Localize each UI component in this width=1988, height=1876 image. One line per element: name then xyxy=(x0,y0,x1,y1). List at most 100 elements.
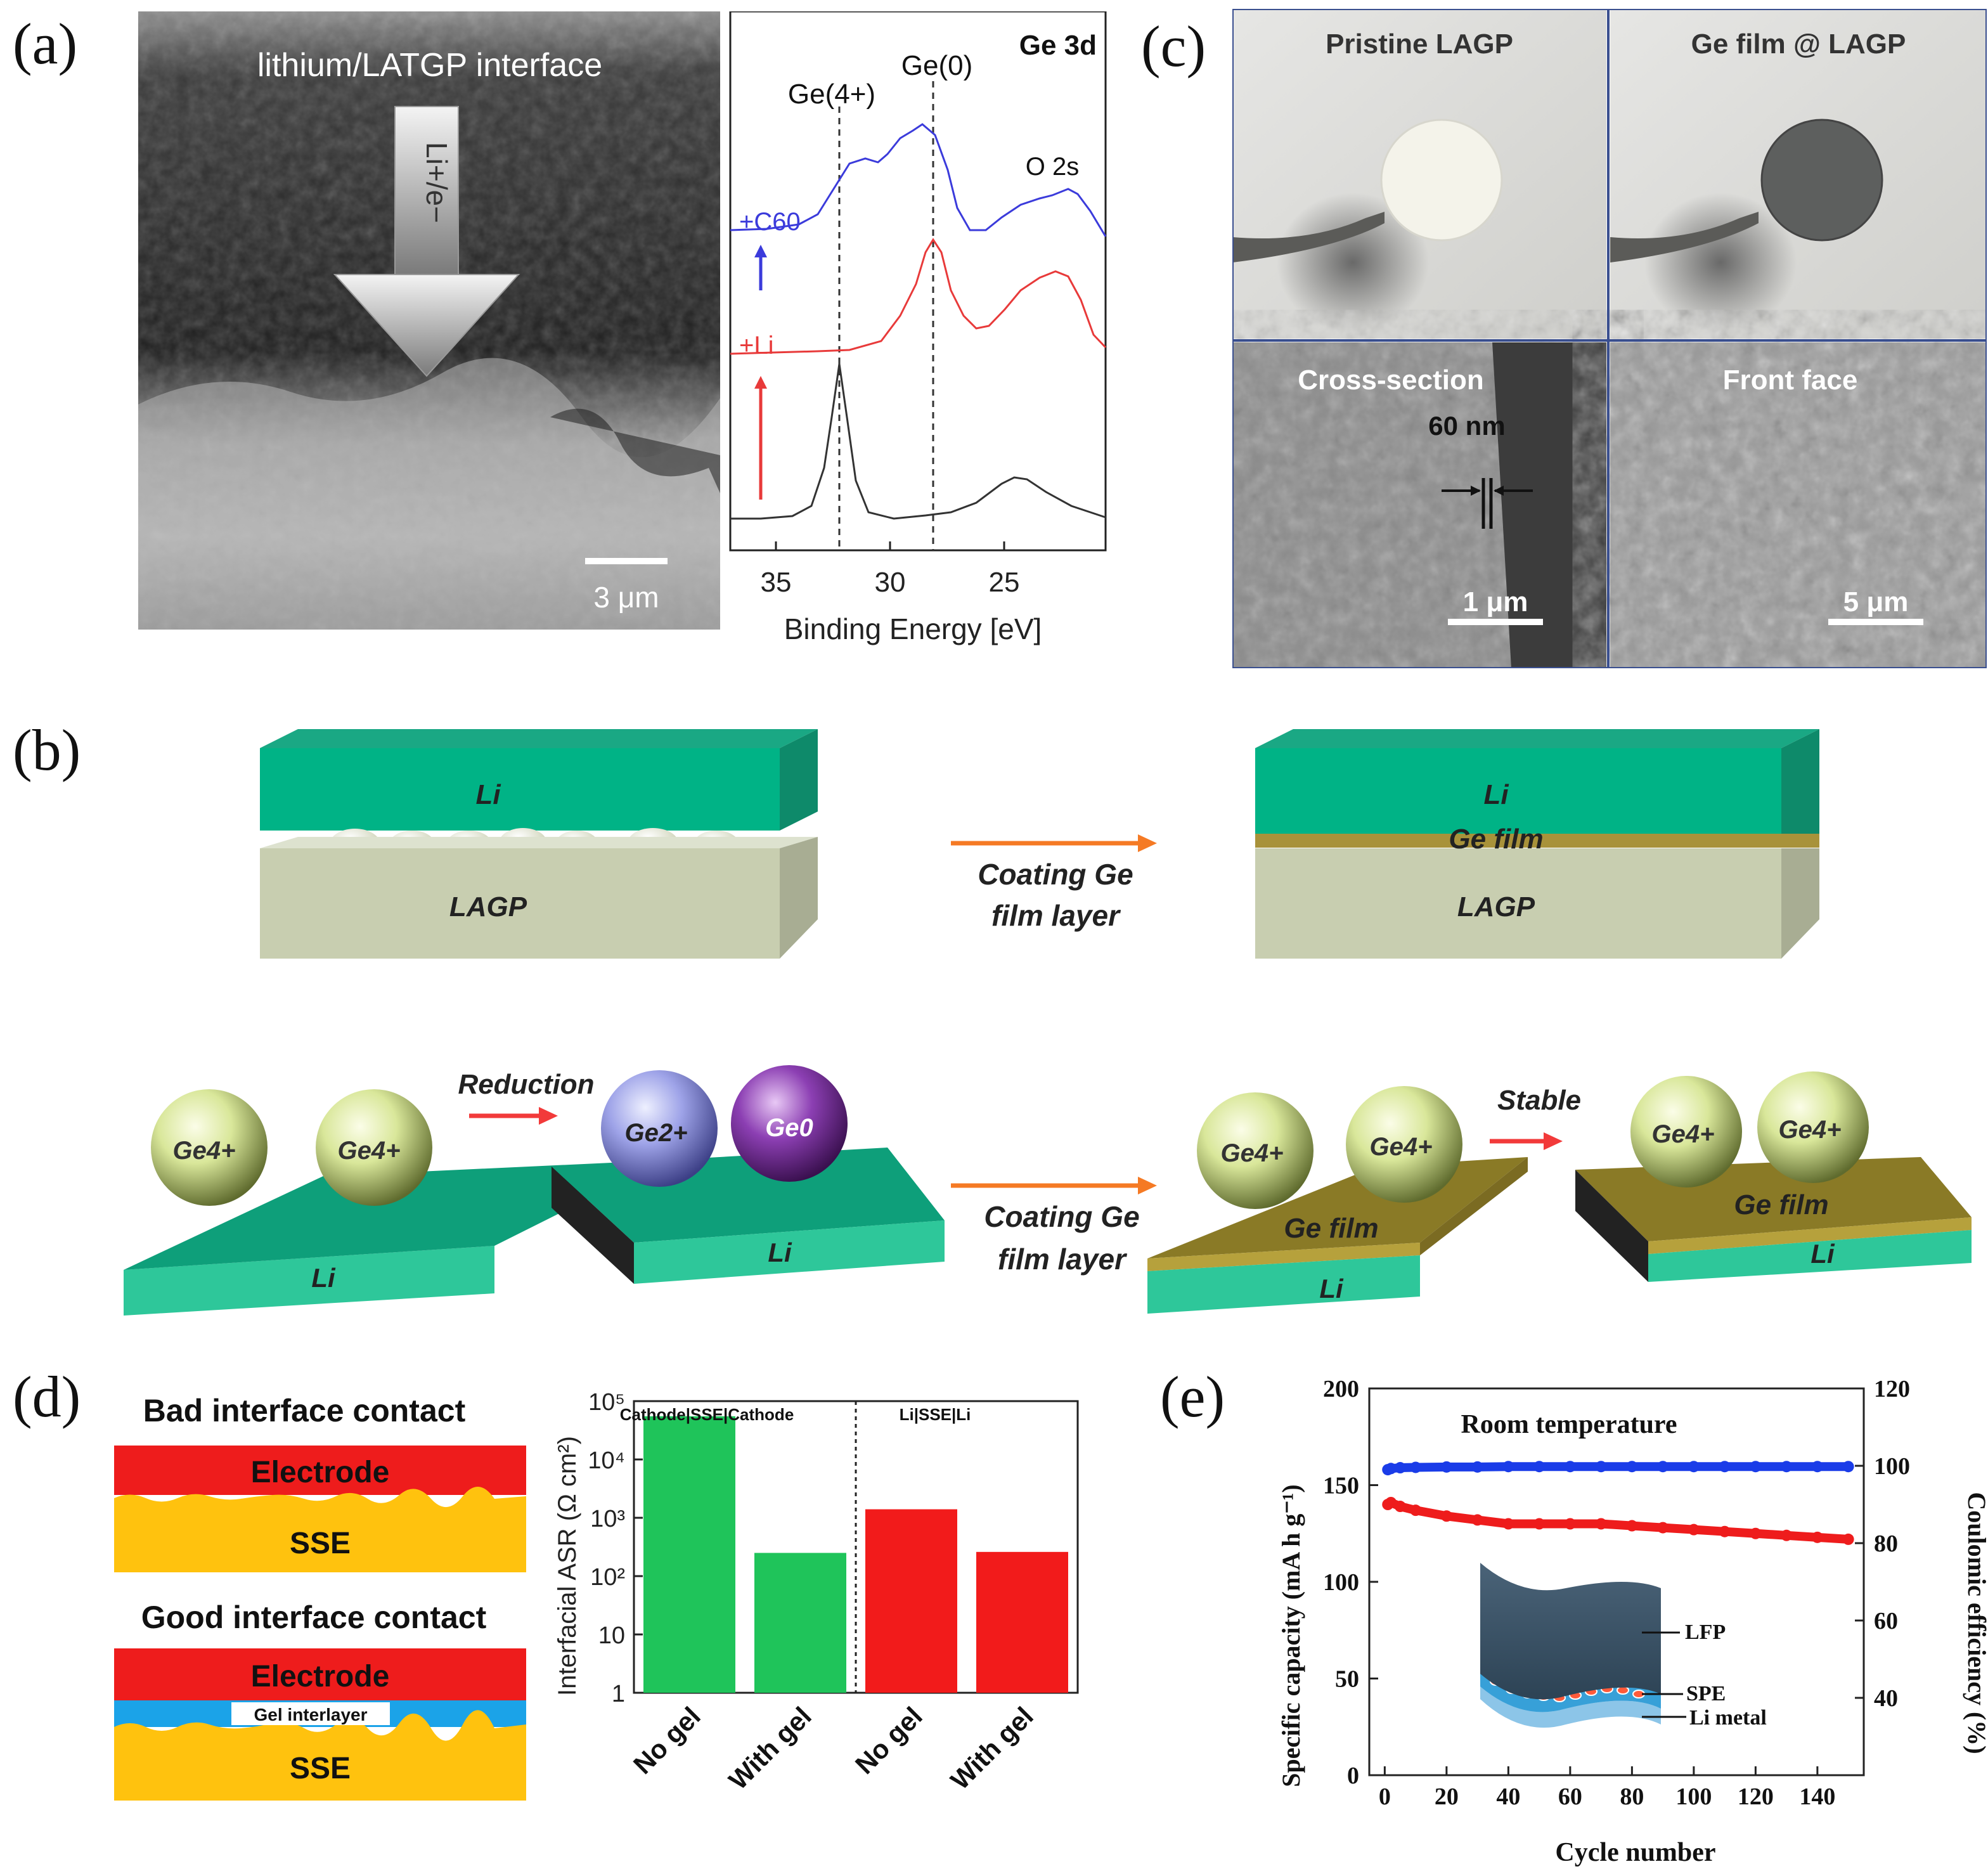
cycling-data-point xyxy=(1657,1461,1669,1473)
sem-interface-title: lithium/LATGP interface xyxy=(257,47,602,84)
asr-category-label: No gel xyxy=(849,1701,928,1780)
stack1-lagp-label: LAGP xyxy=(449,891,527,922)
c60-label: +C60 xyxy=(739,208,801,236)
panel-b-schematic: Li LAGP Coating Ge film layer Li Ge film… xyxy=(124,729,1972,1316)
slab2-li-label: Li xyxy=(768,1238,792,1267)
ion-label-1a: Ge4+ xyxy=(173,1137,236,1165)
cycling-xtick-label: 20 xyxy=(1435,1783,1459,1810)
stack2-gefilm-label: Ge film xyxy=(1449,824,1543,855)
inset-li-label: Li metal xyxy=(1689,1706,1767,1730)
cycling-plot-area: 0 20 40 60 80 100 120 140 0 50 100 150 200 40 60 80 100 1… xyxy=(1323,1376,1910,1810)
asr-ytick-label: 10² xyxy=(590,1564,625,1591)
ge4-ion-3b xyxy=(1346,1086,1462,1203)
coating-bottom-line2: film layer xyxy=(998,1243,1127,1276)
xps-xtick-25: 25 xyxy=(989,567,1020,598)
cycling-data-point xyxy=(1502,1461,1514,1473)
asr-bar xyxy=(754,1553,846,1693)
slab3-li-label: Li xyxy=(1319,1274,1344,1303)
ge4-ion-3a xyxy=(1197,1092,1314,1209)
cycling-data-point xyxy=(1502,1518,1514,1530)
panel-label-e: (e) xyxy=(1160,1364,1225,1429)
ion-label-2a: Ge2+ xyxy=(625,1119,688,1147)
sem2-scale-label: 5 μm xyxy=(1843,586,1909,618)
coating-top-line2: film layer xyxy=(991,899,1121,932)
cycling-xtick-label: 0 xyxy=(1379,1783,1391,1810)
ion-label-2b: Ge0 xyxy=(765,1114,813,1142)
stack2-li-label: Li xyxy=(1483,779,1509,810)
cycling-series-capacity xyxy=(1383,1498,1853,1544)
gel-interlayer-label: Gel interlayer xyxy=(254,1705,368,1724)
asr-ytick-label: 1 xyxy=(612,1681,625,1707)
cycling-data-point xyxy=(1842,1461,1854,1473)
coating-bottom-line1: Coating Ge xyxy=(984,1200,1139,1233)
photo2-title: Ge film @ LAGP xyxy=(1691,29,1906,60)
ge4-ion-4b xyxy=(1757,1071,1869,1183)
xps-xtick-35: 35 xyxy=(761,567,792,598)
cycling-data-point xyxy=(1811,1461,1823,1473)
panel-label-b: (b) xyxy=(13,718,81,782)
cycling-data-point xyxy=(1688,1461,1700,1473)
xps-plot: Ge 3d Ge(4+) Ge(0) O 2s +C60 +Li 35 30 2… xyxy=(729,11,1107,645)
cycling-y2tick-label: 40 xyxy=(1874,1685,1898,1712)
asr-bar xyxy=(976,1551,1068,1693)
good-sse-label: SSE xyxy=(290,1752,351,1785)
slab1-li-label: Li xyxy=(311,1263,336,1293)
battery-inset xyxy=(1480,1563,1686,1728)
li-flux-arrow xyxy=(333,106,520,377)
o2s-label: O 2s xyxy=(1026,153,1079,181)
photo-ge-film-lagp xyxy=(1610,9,1987,339)
photo-pristine-lagp xyxy=(1232,9,1606,339)
good-electrode-label: Electrode xyxy=(251,1660,390,1693)
cycling-data-point xyxy=(1564,1518,1576,1530)
cycling-data-point xyxy=(1410,1504,1422,1517)
cycling-data-point xyxy=(1410,1461,1422,1473)
ge4-ion-1b xyxy=(316,1089,432,1206)
asr-group-label-1: Cathode|SSE|Cathode xyxy=(620,1405,794,1424)
cycling-ytick-label: 0 xyxy=(1347,1763,1359,1789)
sem-front-face xyxy=(1610,342,1987,668)
cycling-data-point xyxy=(1657,1522,1669,1534)
cycling-data-point xyxy=(1385,1463,1397,1475)
ion-label-4a: Ge4+ xyxy=(1652,1120,1715,1148)
bad-sse-layer xyxy=(114,1486,526,1572)
cycling-data-point xyxy=(1595,1518,1607,1530)
ge4-ion-1a xyxy=(151,1089,268,1206)
sem-cross-section xyxy=(1232,342,1606,668)
asr-category-label: With gel xyxy=(723,1701,816,1795)
cycling-data-point xyxy=(1719,1461,1731,1473)
stack2-lagp-label: LAGP xyxy=(1457,891,1535,922)
bad-electrode-layer xyxy=(114,1446,526,1495)
ion-label-4b: Ge4+ xyxy=(1779,1116,1842,1144)
ge0-label: Ge(0) xyxy=(901,50,972,81)
ge4-ion-4a xyxy=(1630,1076,1742,1187)
cycling-ytick-label: 100 xyxy=(1323,1569,1359,1596)
good-electrode-layer xyxy=(114,1648,526,1700)
xps-xlabel: Binding Energy [eV] xyxy=(784,612,1042,645)
bad-contact-title: Bad interface contact xyxy=(143,1393,466,1428)
ge4-label: Ge(4+) xyxy=(788,79,875,110)
panel-a-sem-image: Li+/e− lithium/LATGP interface 3 μm xyxy=(138,11,720,630)
slab4-li-label: Li xyxy=(1810,1239,1835,1269)
asr-ytick-label: 10⁴ xyxy=(588,1447,625,1474)
xps-title: Ge 3d xyxy=(1019,30,1097,61)
cycling-data-point xyxy=(1385,1496,1397,1508)
xps-xtick-30: 30 xyxy=(875,567,906,598)
cycling-y2label: Coulomic efficiency (%) xyxy=(1963,1492,1988,1754)
coating-top-line1: Coating Ge xyxy=(978,858,1133,891)
cycling-data-point xyxy=(1626,1461,1638,1473)
asr-ylabel: Interfacial ASR (Ω cm²) xyxy=(553,1436,581,1696)
cycling-data-point xyxy=(1719,1525,1731,1537)
bad-electrode-label: Electrode xyxy=(251,1456,390,1489)
cycling-xlabel: Cycle number xyxy=(1555,1838,1715,1867)
li-e-label: Li+/e− xyxy=(420,142,453,223)
ion-label-3a: Ge4+ xyxy=(1221,1139,1284,1167)
ge-coated-disc xyxy=(1760,119,1883,242)
sem1-scale-label: 1 μm xyxy=(1463,586,1528,618)
stack-uncoated xyxy=(260,729,818,959)
panel-c-grid: Pristine LAGP Ge film @ LAGP Cross-secti… xyxy=(1232,9,1987,668)
panel-label-a: (a) xyxy=(13,11,78,76)
asr-category-label: With gel xyxy=(945,1701,1038,1795)
stack1-li-label: Li xyxy=(475,779,501,810)
stable-label: Stable xyxy=(1497,1085,1581,1116)
